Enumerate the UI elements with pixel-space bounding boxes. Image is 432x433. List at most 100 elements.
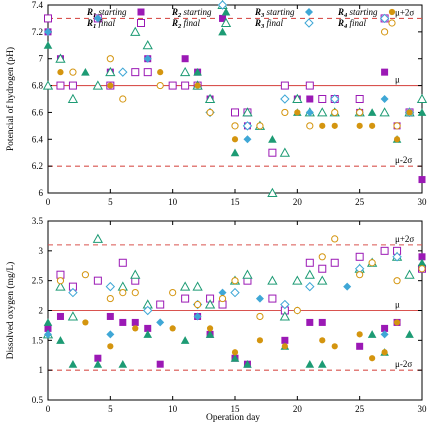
data-point-r1-final [56, 81, 65, 90]
data-point-r4-final [106, 294, 114, 303]
data-point-r1-final [380, 246, 389, 255]
data-point-r2-final [279, 311, 291, 321]
data-point-r4-starting [356, 122, 363, 129]
data-point-r4-final [306, 122, 314, 130]
data-point-r4-starting [231, 136, 239, 143]
data-point-r3-starting [93, 14, 102, 23]
data-point-r4-final [56, 277, 65, 285]
data-point-r4-starting [356, 331, 363, 338]
data-point-r3-final [392, 252, 402, 262]
data-point-r1-final [330, 258, 339, 267]
x-tick-label: 20 [293, 404, 303, 414]
data-point-r3-final [242, 121, 253, 131]
data-point-r4-final [131, 289, 139, 297]
data-point-r4-final [156, 81, 164, 90]
data-point-r3-final [280, 94, 290, 104]
data-point-r4-final [169, 289, 177, 297]
data-point-r4-starting [107, 343, 114, 350]
data-point-r1-starting [318, 318, 326, 326]
data-point-r3-final [280, 299, 290, 310]
x-tick-label: 25 [355, 197, 365, 207]
x-tick-label: 20 [293, 197, 303, 207]
xlabel-bottom: Operation day [206, 413, 260, 423]
data-point-r4-final [119, 95, 127, 103]
data-point-r4-starting [369, 122, 376, 129]
data-point-r2-starting [405, 330, 414, 338]
data-point-r2-final [242, 107, 253, 117]
data-point-r1-starting [418, 176, 426, 184]
data-point-r2-final [105, 66, 116, 77]
y-tick-label: 2 [39, 306, 44, 316]
data-point-r4-final [81, 271, 90, 279]
data-point-r2-final [130, 269, 141, 279]
data-point-r2-starting [43, 41, 53, 49]
data-point-r4-final [231, 122, 239, 130]
y-tick-label: 1.5 [32, 335, 44, 345]
data-point-r4-starting [393, 136, 401, 143]
data-point-r1-starting [56, 312, 64, 320]
legend-marker-r2-final [220, 17, 232, 27]
data-point-r2-starting [367, 108, 377, 116]
data-point-r1-starting [306, 318, 314, 326]
data-point-r2-final [267, 187, 278, 197]
data-point-r2-final [242, 269, 253, 279]
data-point-r2-final [130, 26, 141, 36]
x-tick-label: 15 [231, 197, 241, 207]
data-point-r2-final [204, 93, 216, 103]
data-point-r4-starting [82, 319, 89, 326]
data-point-r1-starting [381, 324, 389, 332]
y-tick-label: 0.5 [32, 395, 44, 405]
y-tick-label: 2.5 [32, 276, 44, 286]
data-point-r1-starting [94, 354, 102, 362]
data-point-r4-starting [294, 109, 301, 116]
data-point-r3-final [379, 13, 390, 24]
legend-marker-r1-starting [137, 8, 145, 16]
y-tick-label: 7.2 [32, 27, 43, 37]
data-point-r2-final [304, 269, 315, 279]
data-point-r2-final [416, 93, 428, 103]
data-point-r3-starting [243, 135, 252, 144]
data-point-r2-final [204, 299, 216, 309]
x-tick-label: 15 [231, 404, 241, 414]
data-point-r4-final [418, 265, 426, 273]
data-point-r3-final [68, 287, 78, 298]
data-point-r2-final [267, 275, 278, 285]
data-point-r2-final [279, 147, 291, 157]
data-point-r3-starting [156, 318, 165, 327]
data-point-r2-final [55, 53, 66, 63]
data-point-r4-starting [381, 349, 388, 356]
data-point-r1-final [181, 81, 190, 90]
x-tick-label: 10 [168, 197, 178, 207]
y-tick-label: 7 [39, 54, 44, 64]
data-point-r2-starting [43, 318, 53, 326]
data-point-r1-starting [131, 318, 139, 326]
data-point-r1-starting [219, 14, 227, 22]
data-point-r2-starting [417, 108, 427, 116]
data-point-r1-final [93, 276, 102, 285]
data-point-r3-starting [143, 54, 152, 63]
data-point-r1-final [118, 258, 127, 267]
data-point-r2-final [42, 80, 54, 90]
data-point-r3-starting [305, 108, 314, 117]
y-axis-label: Potencial of hydrogen (pH) [5, 47, 16, 151]
legend-label: R3 final [254, 18, 284, 30]
data-point-r2-starting [367, 330, 377, 338]
data-point-r2-starting [118, 360, 128, 368]
data-point-r4-final [356, 108, 364, 117]
legend-label: R2 starting [171, 7, 212, 19]
data-point-r1-final [305, 258, 314, 267]
data-point-r4-starting [406, 109, 413, 116]
data-point-r4-final [256, 312, 264, 321]
data-point-r4-starting [281, 343, 288, 350]
data-point-r4-final [119, 289, 127, 297]
data-point-r2-final [292, 93, 303, 103]
legend-marker-r1-final [137, 19, 145, 27]
data-point-r1-starting [156, 360, 164, 368]
data-point-r1-final [318, 95, 327, 103]
data-point-r1-starting [106, 312, 114, 320]
data-point-r4-starting [393, 319, 401, 326]
y-tick-label: 3.5 [32, 216, 44, 226]
data-point-r3-final [305, 281, 315, 292]
legend-label: R1 final [86, 18, 116, 30]
data-point-r4-starting [319, 122, 326, 129]
